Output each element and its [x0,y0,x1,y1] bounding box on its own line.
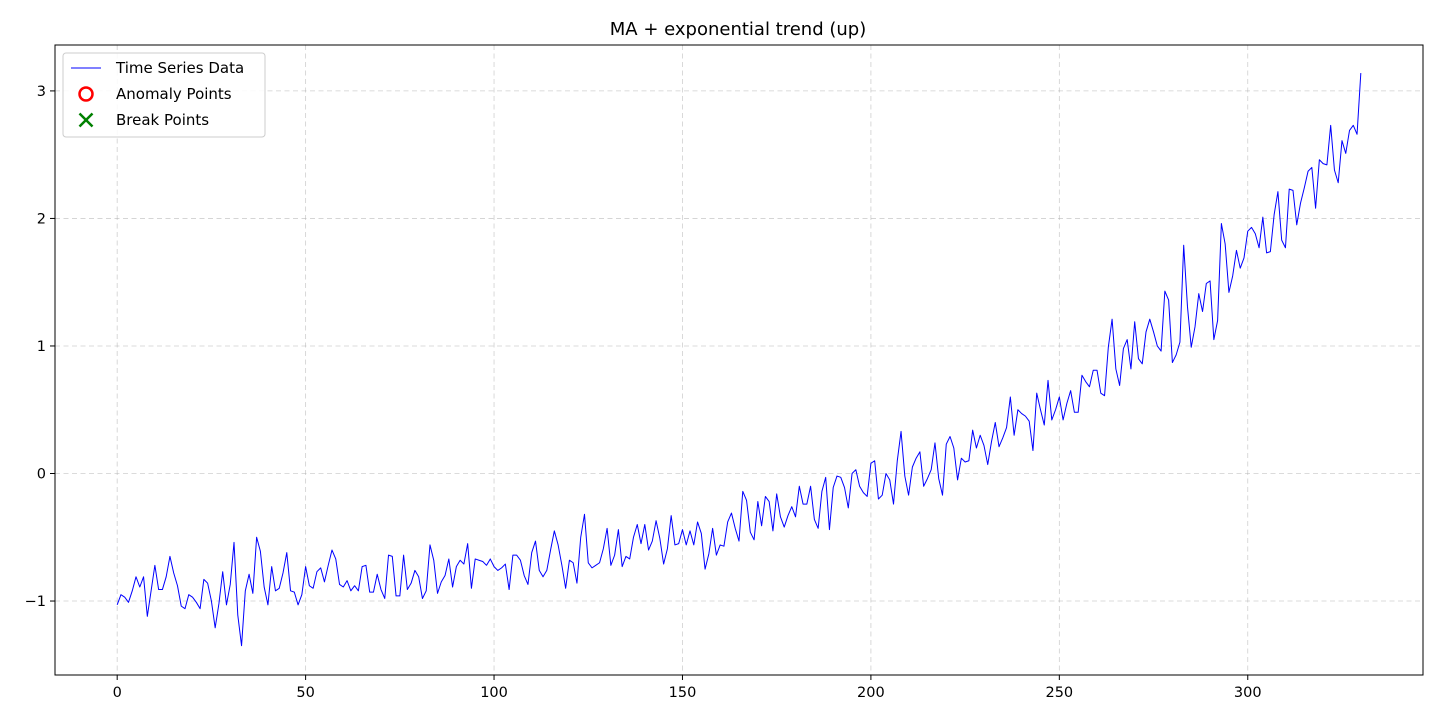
x-tick-label: 100 [480,685,508,701]
legend-label: Break Points [116,111,209,129]
y-tick-label: 1 [37,339,46,355]
x-tick-label: 300 [1234,685,1262,701]
legend-label: Anomaly Points [116,85,232,103]
grid [55,45,1423,675]
legend: Time Series Data Anomaly Points Break Poin… [62,52,266,138]
x-tick-label: 150 [669,685,697,701]
y-tick-label: 2 [37,211,46,227]
x-tick-label: 0 [113,685,122,701]
plot-frame [54,44,1424,676]
legend-circle-marker [78,86,94,102]
y-tick-label: −1 [25,594,46,610]
axis-ticks: 0 50 100 150 200 250 300 −1 0 1 2 3 [25,84,1262,701]
y-tick-label: 0 [37,467,46,483]
legend-x-marker [78,112,94,128]
chart-title: MA + exponential trend (up) [610,19,867,40]
x-tick-label: 250 [1045,685,1073,701]
series-line-time-series-data [116,73,1362,647]
legend-label: Time Series Data [115,59,244,77]
x-tick-label: 50 [296,685,314,701]
y-tick-label: 3 [37,84,46,100]
legend-box [62,52,266,138]
x-tick-label: 200 [857,685,885,701]
series-layer [116,73,1362,647]
